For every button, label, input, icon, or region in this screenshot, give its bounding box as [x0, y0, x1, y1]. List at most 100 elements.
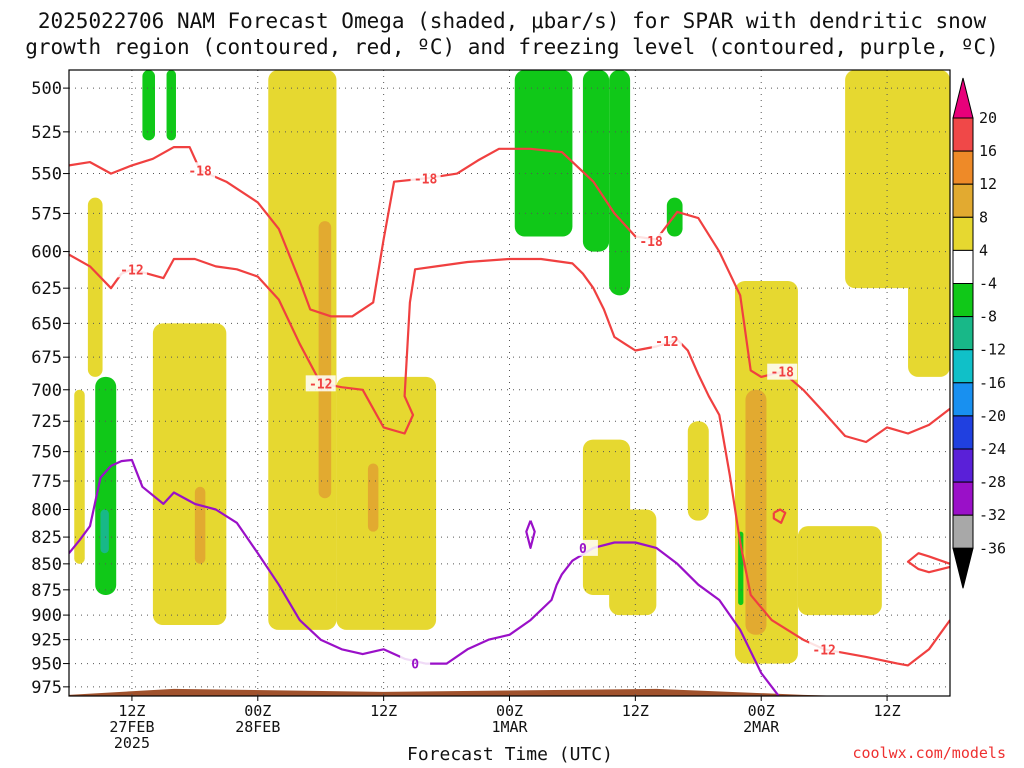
contour-label-bg [185, 162, 216, 179]
colorbar-bin [952, 117, 974, 152]
colorbar-bin [952, 316, 974, 351]
omega-region [609, 509, 657, 616]
dendritic-contour [69, 253, 950, 667]
y-axis: 500 525 550 575 600 625 650 675 700 725 750 775 800 8… [31, 79, 69, 698]
colorbar-bin [952, 249, 974, 284]
colorbar-label: 16 [979, 142, 997, 160]
contour-label-bg [651, 333, 682, 350]
contour-label: -12 [812, 643, 835, 658]
y-tick-label: 700 [31, 381, 62, 401]
y-tick-label: 875 [31, 581, 62, 601]
y-tick-label: 800 [31, 500, 62, 520]
omega-region [745, 389, 767, 635]
omega-region [845, 70, 950, 289]
colorbar-label: -28 [979, 473, 1006, 491]
dendritic-contour [772, 508, 787, 524]
omega-region [142, 70, 156, 141]
contour-label-bg [400, 655, 431, 672]
colorbar-label: -4 [979, 275, 997, 293]
credit-link[interactable]: coolwx.com/models [852, 744, 1006, 762]
colorbar-bin [952, 514, 974, 549]
contour-label: -18 [639, 235, 663, 250]
y-tick-label: 975 [31, 678, 62, 698]
x-tick-label: 12Z [874, 702, 901, 720]
contour-label-bg [767, 363, 798, 380]
colorbar-bin [952, 283, 974, 318]
omega-shading [74, 70, 950, 664]
freezing-level-contour [525, 520, 536, 549]
y-tick-label: 600 [31, 243, 62, 263]
omega-region [166, 70, 176, 141]
omega-region [514, 70, 573, 237]
colorbar-label: 8 [979, 208, 988, 226]
y-tick-label: 850 [31, 555, 62, 575]
y-tick-label: 725 [31, 412, 62, 432]
colorbar-label: 12 [979, 175, 997, 193]
colorbar-bottom-triangle [952, 547, 974, 589]
y-tick-label: 650 [31, 314, 62, 334]
omega-region [87, 197, 103, 377]
x-axis-title: Forecast Time (UTC) [407, 744, 613, 765]
contour-label: -12 [120, 263, 143, 278]
colorbar-bin [952, 481, 974, 516]
x-tick-label: 00Z [244, 702, 271, 720]
omega-region [336, 376, 437, 630]
ground-layer [69, 688, 950, 696]
colorbar-label: -8 [979, 308, 997, 326]
y-tick-label: 925 [31, 631, 62, 651]
colorbar-bin [952, 216, 974, 251]
contour-label-bg [636, 233, 667, 250]
omega-region [609, 70, 631, 296]
omega-region [152, 323, 227, 625]
contour-label: 0 [411, 658, 419, 673]
colorbar-label: -24 [979, 440, 1006, 458]
contour-label: -12 [309, 377, 332, 392]
y-tick-label: 625 [31, 279, 62, 299]
omega-region [194, 486, 206, 564]
x-tick-label: 27FEB [109, 718, 154, 736]
dendritic-contour [906, 552, 950, 574]
contour-label: 0 [579, 542, 587, 557]
x-tick-label: 12Z [118, 702, 145, 720]
omega-region [687, 421, 709, 521]
colorbar-label: 4 [979, 241, 988, 259]
x-tick-label: 00Z [496, 702, 523, 720]
contours: -18 -18 -18 -18 -12 -12 -12 -12 0 0 [69, 146, 950, 696]
omega-region [74, 389, 85, 564]
colorbar-bin [952, 349, 974, 384]
colorbar-label: -16 [979, 374, 1006, 392]
colorbar-bin [952, 448, 974, 483]
contour-label: -18 [770, 366, 794, 381]
colorbar-label: 20 [979, 109, 997, 127]
colorbar-label: -32 [979, 506, 1006, 524]
contour-label-bg [567, 539, 598, 556]
omega-region [318, 221, 332, 499]
y-tick-label: 500 [31, 79, 62, 99]
y-tick-label: 675 [31, 348, 62, 368]
contour-label: -18 [188, 164, 212, 179]
colorbar-label: -20 [979, 407, 1006, 425]
omega-region [908, 266, 950, 377]
omega-region [100, 509, 109, 554]
x-tick-label: 12Z [622, 702, 649, 720]
colorbar-bin [952, 150, 974, 185]
surface-terrain [69, 688, 950, 696]
y-tick-label: 750 [31, 443, 62, 463]
x-tick-label: 28FEB [235, 718, 280, 736]
x-tick-label: 12Z [370, 702, 397, 720]
y-tick-label: 950 [31, 655, 62, 675]
y-tick-label: 525 [31, 123, 62, 143]
x-tick-label: 00Z [748, 702, 775, 720]
colorbar-bin [952, 183, 974, 218]
chart-title-line-1: 2025022706 NAM Forecast Omega (shaded, μ… [37, 9, 987, 33]
y-tick-label: 550 [31, 165, 62, 185]
colorbar-bin [952, 382, 974, 417]
omega-region [797, 526, 882, 616]
contour-label: -18 [414, 172, 438, 187]
colorbar: 20 16 12 8 4 -4 -8 -12 -16 -20 -24 -28 -32 -36 [952, 77, 1006, 589]
x-tick-label: 2025 [114, 734, 150, 752]
omega-region [367, 463, 379, 532]
contour-label-bg [305, 375, 336, 392]
